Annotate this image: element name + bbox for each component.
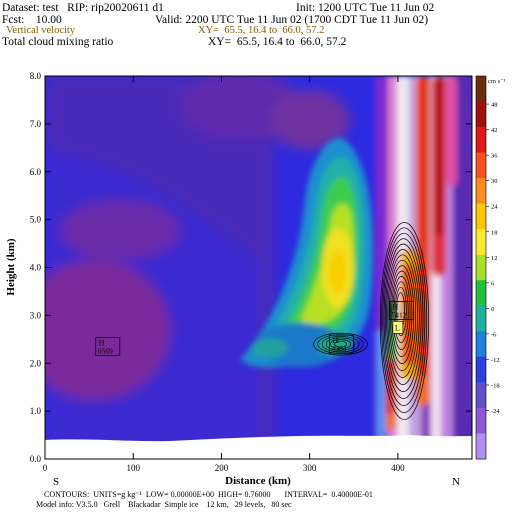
x-tick-label: 0 (43, 463, 48, 473)
colorbar-segment (476, 152, 486, 179)
contour-line (388, 259, 416, 371)
colorbar-segment (476, 433, 486, 460)
contour-line (387, 254, 418, 378)
contour-line (383, 238, 424, 399)
colorbar-segment (476, 305, 486, 332)
plot-field (45, 76, 472, 459)
colorbar-segment (476, 407, 486, 434)
colorbar-label: 0 (491, 306, 494, 313)
init-line: Init: 1200 UTC Tue 11 Jun 02 (296, 2, 435, 14)
x-tick-label: 200 (215, 463, 229, 473)
x-tick-label: 300 (303, 463, 317, 473)
marker-type: H (333, 336, 339, 345)
y-tick-label: 2.0 (30, 358, 42, 368)
main-xy-label: XY= 65.5, 16.4 to 66.0, 57.2 (208, 36, 347, 48)
colorbar: cm s⁻¹ 48 42 36 30 24 18 12 6 0 -6 -12 -18 -24 (475, 75, 506, 460)
colorbar-segment (476, 356, 486, 383)
terrain-mask (45, 435, 472, 459)
vertical-velocity-contours (313, 222, 429, 420)
y-tick-label: 0.0 (30, 454, 42, 464)
colorbar-segment (476, 178, 486, 205)
x-tick-label: 400 (391, 463, 405, 473)
y-axis-label: Height (km) (5, 238, 17, 295)
colorbar-label: 30 (491, 178, 498, 185)
colorbar-segment (476, 229, 486, 256)
y-tick-label: 7.0 (30, 119, 42, 129)
contour-line (329, 339, 352, 350)
fcst-line: Fcst: 10.00 (2, 14, 62, 26)
y-tick-label: 8.0 (30, 71, 42, 81)
y-tick-label: 1.0 (30, 406, 42, 416)
contour-line (321, 335, 360, 353)
overlay-xy-label: XY= 65.5, 16.4 to 66.0, 57.2 (198, 25, 325, 36)
colorbar-segment (476, 254, 486, 281)
marker-type: H (393, 303, 399, 312)
colorbar-label: -6 (491, 331, 497, 338)
x-tick-label: 100 (126, 463, 140, 473)
marker-l: L (392, 321, 404, 334)
colorbar-unit: cm s⁻¹ (488, 78, 506, 85)
contour-line (392, 276, 411, 350)
left-endpoint-label: S (53, 476, 59, 488)
colorbar-frame (475, 75, 487, 460)
x-axis: 0 100 200 300 400 (43, 76, 405, 473)
colorbar-label: -24 (491, 408, 500, 415)
contour-line (384, 243, 422, 392)
contour-line (382, 232, 426, 406)
colorbar-segment (476, 280, 486, 307)
colorbar-label: 6 (491, 280, 495, 287)
marker-value: 7412 (392, 311, 407, 320)
overlay-field-label: Vertical velocity (6, 25, 76, 36)
colorbar-label: 48 (491, 102, 498, 109)
colorbar-segment (476, 101, 486, 128)
colorbar-segment (476, 203, 486, 230)
colorbar-label: 18 (491, 229, 498, 236)
contour-line (393, 281, 409, 343)
marker-type: H (99, 338, 105, 347)
colorbar-label: 36 (491, 153, 498, 160)
colorbar-segment (476, 331, 486, 358)
colorbar-label: 12 (491, 255, 498, 262)
y-tick-label: 3.0 (30, 310, 42, 320)
y-tick-label: 6.0 (30, 167, 42, 177)
colorbar-segment (476, 76, 486, 103)
contour-line (313, 332, 368, 356)
contour-line (381, 227, 428, 413)
colorbar-label: 42 (491, 127, 498, 134)
colorbar-label: 24 (491, 204, 498, 211)
y-axis: 0.0 1.0 2.0 3.0 4.0 5.0 6.0 7.0 8.0 (30, 71, 472, 464)
contour-line (391, 270, 413, 357)
contour-line (394, 286, 407, 336)
colorbar-label: -12 (491, 357, 500, 364)
contour-line (379, 222, 429, 420)
colorbar-segment (476, 127, 486, 154)
valid-line: Valid: 2200 UTC Tue 11 Jun 02 (1700 CDT … (155, 14, 429, 26)
marker-value: 4304 (332, 344, 347, 353)
marker-value: 0569 (98, 346, 113, 355)
contour-line (325, 337, 356, 351)
right-endpoint-label: N (452, 476, 460, 488)
y-tick-label: 5.0 (30, 215, 42, 225)
main-field-label: Total cloud mixing ratio (2, 36, 114, 48)
marker-type: L (395, 323, 400, 332)
x-axis-label: Distance (km) (225, 475, 291, 487)
contours-info: CONTOURS: UNITS=g kg⁻¹ LOW= 0.00000E+00 … (44, 490, 373, 499)
colorbar-label: -18 (491, 382, 500, 389)
dataset-line: Dataset: test RIP: rip20020611 d1 (2, 2, 164, 14)
y-tick-label: 4.0 (30, 263, 42, 273)
model-info: Model info: V3.5.0 Grell Blackadar Simpl… (36, 500, 292, 509)
contour-line (386, 249, 420, 385)
contour-line (334, 340, 347, 348)
colorbar-segment (476, 382, 486, 409)
